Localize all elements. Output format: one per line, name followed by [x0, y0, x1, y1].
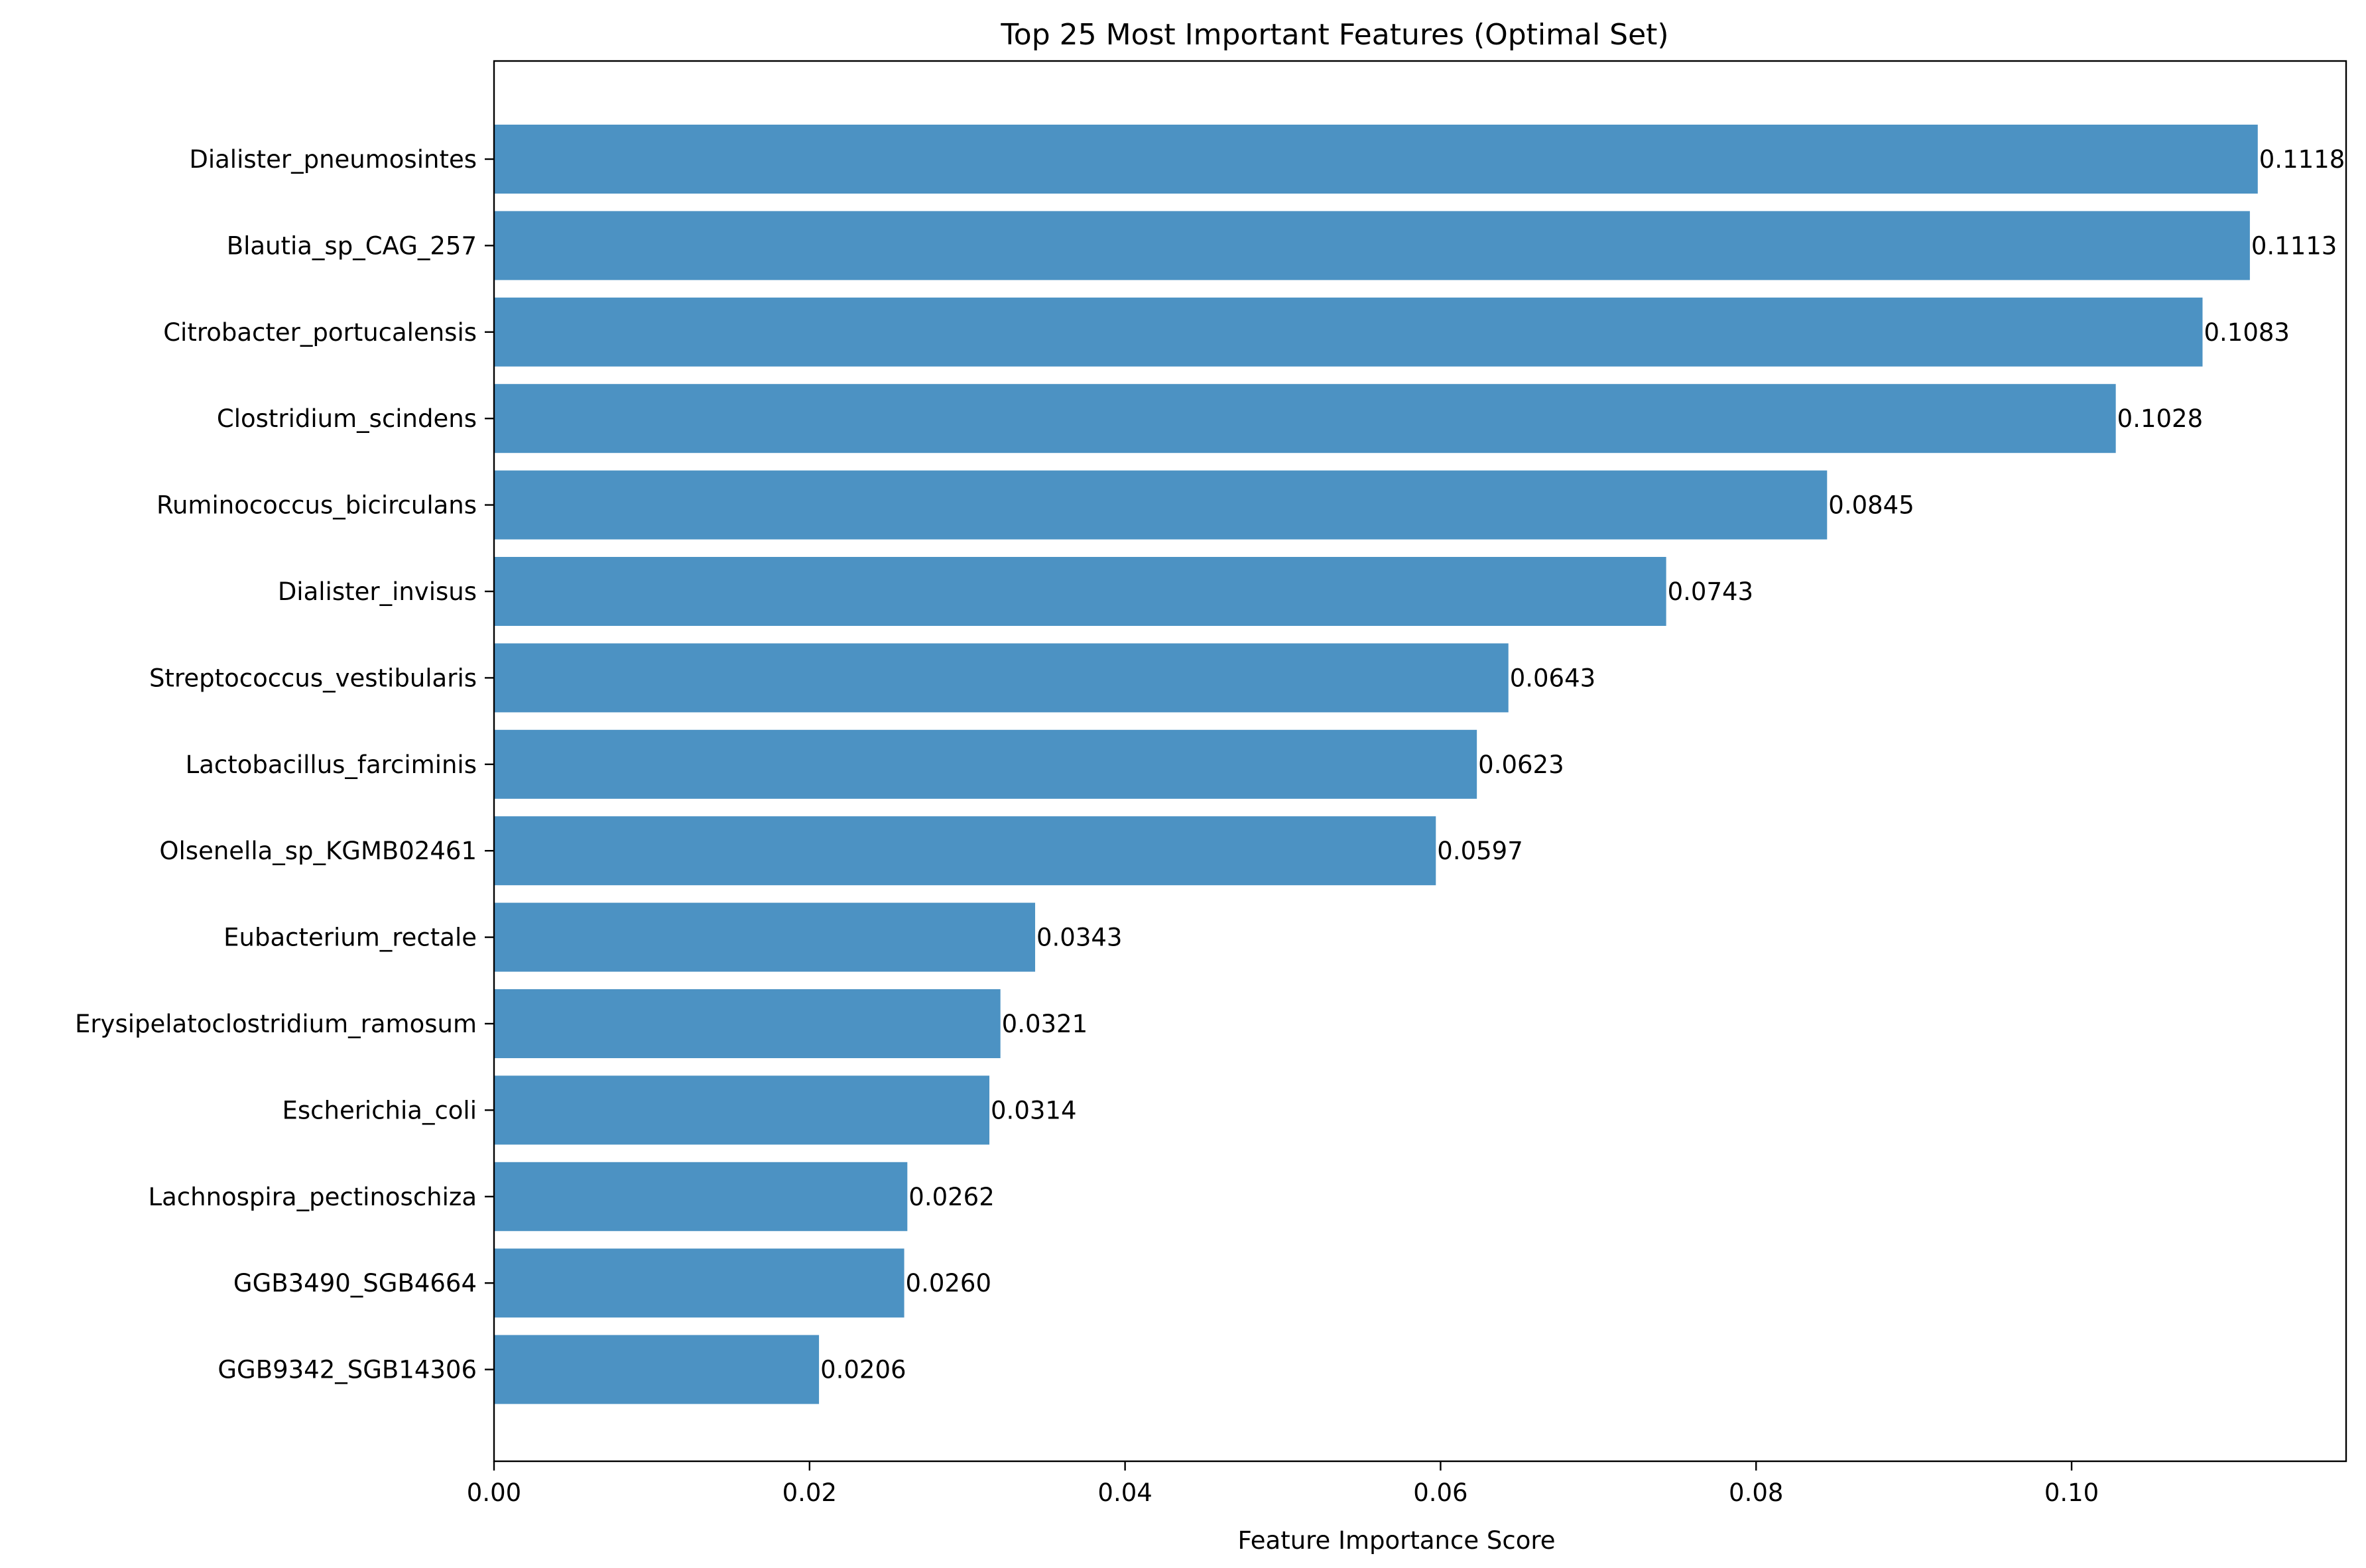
bar-blautia-sp-cag-257 — [494, 211, 2250, 280]
bar-eubacterium-rectale — [494, 902, 1036, 972]
y-tick-label: Lactobacillus_farciminis — [186, 751, 477, 779]
y-tick-label: Clostridium_scindens — [217, 404, 477, 433]
bar-citrobacter-portucalensis — [494, 297, 2203, 367]
bar-lactobacillus-farciminis — [494, 729, 1477, 799]
plot-frame — [493, 60, 2347, 1463]
data-label: 0.1118 — [2259, 145, 2345, 174]
bar-erysipelatoclostridium-ramosum — [494, 989, 1001, 1058]
y-tick-labels: Dialister_pneumosintes Blautia_sp_CAG_257… — [75, 145, 494, 1384]
data-label: 0.0643 — [1510, 664, 1595, 692]
y-tick-label: Dialister_pneumosintes — [189, 145, 477, 174]
y-tick-label: Erysipelatoclostridium_ramosum — [75, 1010, 477, 1038]
x-tick-label: 0.08 — [1729, 1478, 1783, 1507]
y-tick-label: Olsenella_sp_KGMB02461 — [159, 837, 477, 865]
data-label: 0.0321 — [1002, 1010, 1088, 1038]
y-tick-label: Blautia_sp_CAG_257 — [227, 231, 477, 260]
y-tick-label: Streptococcus_vestibularis — [149, 664, 477, 692]
bar-clostridium-scindens — [494, 384, 2116, 453]
x-tick-label: 0.02 — [782, 1478, 837, 1507]
y-tick-label: GGB9342_SGB14306 — [218, 1356, 477, 1384]
data-label: 0.1028 — [2117, 404, 2203, 433]
bars-layer — [494, 125, 2258, 1404]
data-label: 0.0845 — [1828, 491, 1914, 520]
bar-ggb3490-sgb4664 — [494, 1248, 904, 1318]
bar-lachnospira-pectinoschiza — [494, 1162, 908, 1231]
bar-dialister-pneumosintes — [494, 125, 2258, 194]
bar-streptococcus-vestibularis — [494, 643, 1509, 713]
chart-title: Top 25 Most Important Features (Optimal … — [1000, 18, 1668, 52]
data-label: 0.0260 — [906, 1269, 991, 1297]
data-label: 0.0597 — [1437, 837, 1523, 865]
bar-escherichia-coli — [494, 1075, 990, 1145]
y-tick-label: Ruminococcus_bicirculans — [156, 491, 477, 520]
bar-dialister-invisus — [494, 557, 1666, 626]
data-label: 0.0623 — [1478, 751, 1564, 779]
bar-ruminococcus-bicirculans — [494, 470, 1828, 540]
data-labels: 0.1118 0.1113 0.1083 0.1028 0.0845 0.0743 0.06… — [820, 145, 2345, 1384]
data-label: 0.0343 — [1036, 924, 1122, 952]
x-tick-label: 0.00 — [467, 1478, 521, 1507]
y-tick-label: Lachnospira_pectinoschiza — [148, 1183, 477, 1211]
bar-ggb9342-sgb14306 — [494, 1335, 820, 1404]
data-label: 0.0314 — [991, 1096, 1076, 1124]
y-tick-label: Eubacterium_rectale — [223, 924, 477, 952]
y-tick-label: Dialister_invisus — [278, 577, 477, 606]
x-axis-label: Feature Importance Score — [1238, 1526, 1556, 1555]
y-tick-label: Citrobacter_portucalensis — [163, 318, 477, 347]
x-axis-ticks: 0.00 0.02 0.04 0.06 0.08 0.10 — [467, 1461, 2099, 1507]
data-label: 0.1083 — [2204, 318, 2290, 347]
data-label: 0.0206 — [820, 1356, 906, 1384]
x-tick-label: 0.06 — [1413, 1478, 1467, 1507]
bar-olsenella-sp-kgmb02461 — [494, 816, 1436, 886]
x-tick-label: 0.10 — [2044, 1478, 2099, 1507]
data-label: 0.0743 — [1668, 577, 1753, 606]
data-label: 0.1113 — [2251, 231, 2337, 260]
y-tick-label: Escherichia_coli — [282, 1096, 477, 1124]
data-label: 0.0262 — [908, 1183, 994, 1211]
y-tick-label: GGB3490_SGB4664 — [233, 1269, 477, 1297]
x-tick-label: 0.04 — [1097, 1478, 1152, 1507]
